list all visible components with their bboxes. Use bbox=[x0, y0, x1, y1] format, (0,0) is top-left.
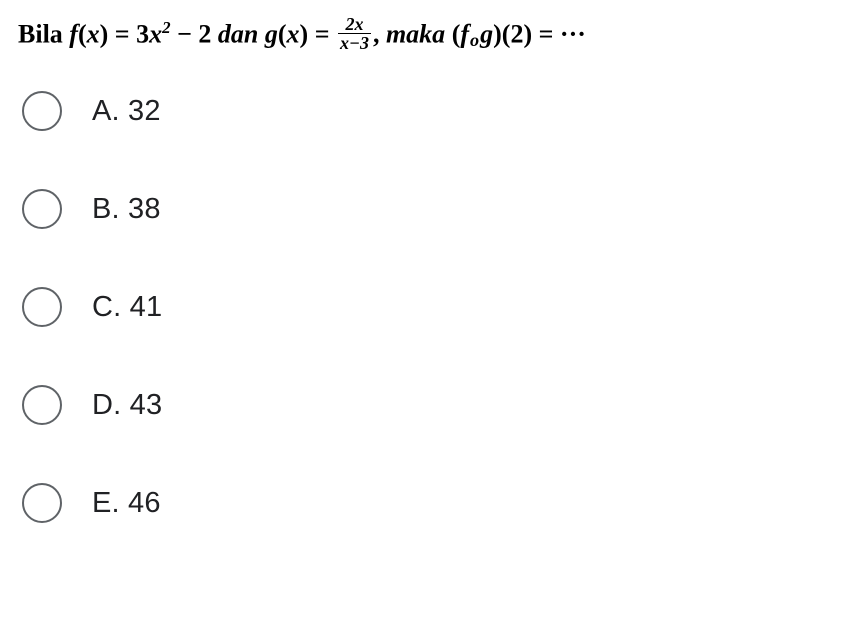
q-x2b: x bbox=[149, 20, 162, 49]
q-cg: g bbox=[480, 20, 493, 49]
q-gx-g: g bbox=[265, 20, 278, 49]
q-frac-den: x−3 bbox=[338, 33, 371, 52]
q-maka: maka bbox=[386, 20, 452, 49]
radio-unchecked-icon bbox=[22, 91, 62, 131]
q-comma: , bbox=[373, 20, 386, 49]
q-ellipsis: ··· bbox=[560, 20, 586, 49]
radio-unchecked-icon bbox=[22, 287, 62, 327]
option-e[interactable]: E. 46 bbox=[22, 483, 866, 523]
question-text: Bila f(x) = 3x2 − 2 dan g(x) = 2xx−3, ma… bbox=[18, 18, 866, 55]
option-d[interactable]: D. 43 bbox=[22, 385, 866, 425]
q-lead: Bila bbox=[18, 20, 69, 49]
q-cc: )(2) = bbox=[493, 20, 560, 49]
q-comp-o: o bbox=[469, 30, 480, 50]
q-cf: f bbox=[460, 20, 469, 49]
q-p1: ( bbox=[78, 20, 87, 49]
option-b[interactable]: B. 38 bbox=[22, 189, 866, 229]
q-gx-x: x bbox=[287, 20, 300, 49]
option-c[interactable]: C. 41 bbox=[22, 287, 866, 327]
option-label: A. 32 bbox=[92, 95, 161, 128]
option-label: C. 41 bbox=[92, 291, 162, 324]
q-fraction: 2xx−3 bbox=[338, 15, 371, 52]
q-fx-x: x bbox=[87, 20, 100, 49]
option-label: B. 38 bbox=[92, 193, 161, 226]
option-label: E. 46 bbox=[92, 487, 161, 520]
radio-unchecked-icon bbox=[22, 483, 62, 523]
q-fx-eq: ) = 3 bbox=[100, 20, 149, 49]
radio-unchecked-icon bbox=[22, 189, 62, 229]
q-fx-tail: − 2 bbox=[171, 20, 218, 49]
option-a[interactable]: A. 32 bbox=[22, 91, 866, 131]
options-group: A. 32 B. 38 C. 41 D. 43 E. 46 bbox=[18, 91, 866, 523]
option-label: D. 43 bbox=[92, 389, 162, 422]
radio-unchecked-icon bbox=[22, 385, 62, 425]
q-frac-num: 2x bbox=[338, 15, 371, 33]
q-x2e: 2 bbox=[162, 18, 170, 37]
q-dan: dan bbox=[218, 20, 265, 49]
q-p2: ( bbox=[278, 20, 287, 49]
q-gx-eq: ) = bbox=[300, 20, 336, 49]
q-fx-f: f bbox=[69, 20, 78, 49]
